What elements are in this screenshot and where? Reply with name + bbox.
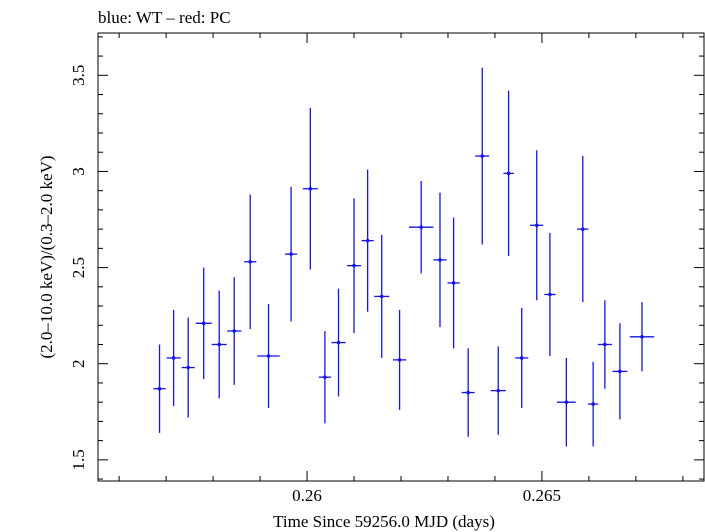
data-point (629, 302, 655, 372)
point-marker (232, 329, 237, 333)
data-point (244, 194, 257, 330)
point-marker (308, 186, 313, 191)
point-marker (548, 292, 552, 297)
data-point (490, 346, 506, 435)
chart-title: blue: WT – red: PC (98, 8, 231, 27)
point-marker (466, 390, 470, 395)
data-point (587, 361, 599, 447)
data-point (503, 90, 514, 257)
point-marker (591, 402, 595, 406)
data-point (475, 67, 490, 245)
y-axis-label: (2.0–10.0 keV)/(0.3–2.0 keV) (37, 155, 56, 358)
data-point (195, 267, 212, 380)
point-marker (186, 365, 190, 370)
point-marker (640, 334, 644, 339)
point-marker (201, 321, 206, 326)
point-marker (289, 252, 293, 256)
data-point (227, 277, 242, 385)
data-point (302, 107, 318, 270)
point-marker (419, 225, 424, 229)
data-point (346, 198, 362, 333)
data-series (153, 67, 655, 447)
data-point (153, 344, 166, 433)
point-marker (248, 260, 253, 264)
data-point (433, 192, 447, 328)
y-axis: 1.5 2 2.5 3 3.5 (69, 36, 704, 480)
point-marker (438, 258, 442, 262)
point-marker (266, 354, 271, 358)
data-point (556, 357, 576, 447)
data-point (318, 331, 332, 424)
point-marker (480, 154, 485, 158)
data-point (393, 309, 407, 410)
point-marker (564, 400, 569, 404)
point-marker (506, 171, 511, 176)
data-point (408, 181, 434, 274)
point-marker (603, 342, 607, 347)
point-marker (397, 358, 402, 362)
data-point (597, 300, 612, 389)
point-marker (323, 375, 327, 379)
x-tick-label: 0.26 (292, 486, 322, 505)
point-marker (534, 223, 539, 228)
data-point (461, 348, 475, 437)
y-tick-label: 3.5 (69, 65, 88, 86)
point-marker (157, 386, 162, 391)
y-tick-label: 3 (69, 167, 88, 176)
data-point (577, 156, 589, 303)
point-marker (451, 281, 456, 285)
point-marker (217, 342, 221, 347)
y-tick-label: 2.5 (69, 257, 88, 278)
data-point (331, 288, 346, 397)
data-point (374, 234, 390, 358)
y-tick-label: 2 (69, 359, 88, 368)
point-marker (379, 294, 384, 299)
point-marker (496, 388, 501, 393)
data-point (284, 186, 298, 322)
data-point (530, 150, 544, 301)
point-marker (519, 356, 524, 360)
data-point (211, 290, 227, 399)
data-point (544, 232, 556, 357)
x-axis-label: Time Since 59256.0 MJD (days) (273, 512, 495, 531)
data-point (257, 304, 280, 408)
plot-frame (97, 32, 705, 482)
data-point (181, 317, 195, 418)
x-axis: 0.26 0.265 (118, 33, 684, 505)
data-point (166, 309, 181, 407)
data-point (515, 307, 529, 408)
y-tick-label: 1.5 (69, 449, 88, 470)
point-marker (618, 369, 622, 374)
point-marker (171, 356, 176, 360)
point-marker (336, 340, 341, 345)
point-marker (365, 238, 370, 243)
data-point (447, 217, 460, 349)
data-point (361, 169, 374, 312)
data-point (612, 323, 628, 420)
point-marker (352, 263, 356, 268)
point-marker (581, 227, 585, 231)
x-tick-label: 0.265 (523, 486, 561, 505)
